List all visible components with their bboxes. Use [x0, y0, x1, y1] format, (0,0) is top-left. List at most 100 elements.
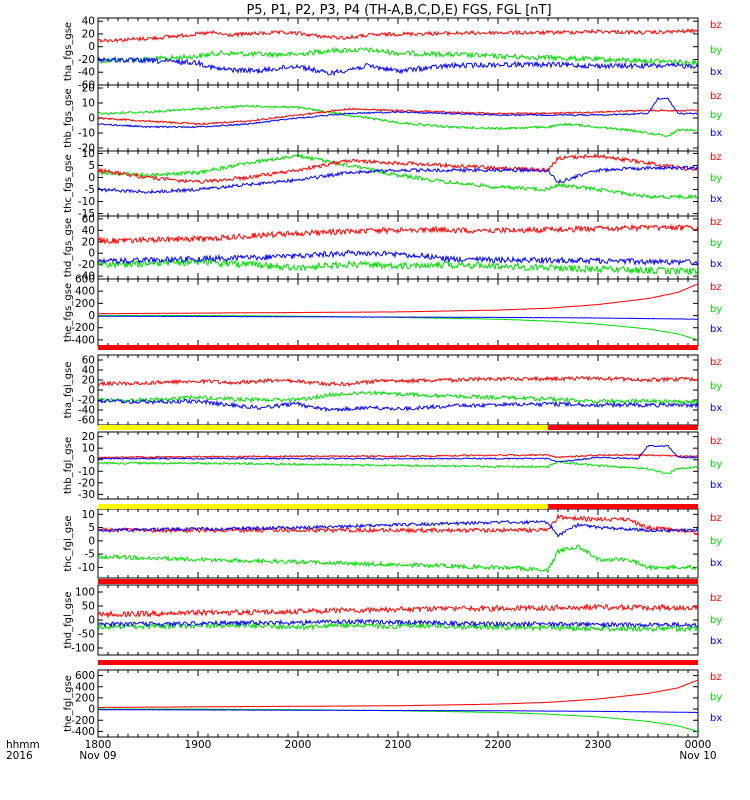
legend-bz: bz [710, 20, 722, 31]
series-line-bx [98, 398, 698, 413]
legend-bz: bz [710, 91, 722, 102]
y-axis-label: tha_fgl_gse [63, 362, 74, 419]
series-line-bx [98, 709, 698, 713]
legend-by: by [710, 173, 722, 184]
y-tick-label: -5 [85, 184, 95, 196]
series-line-bz [98, 375, 698, 387]
series-line-by [98, 708, 698, 732]
legend-bx: bx [710, 480, 722, 491]
y-tick-label: 60 [82, 213, 95, 225]
x-tick-label: 2300 [585, 739, 612, 751]
y-tick-label: -20 [78, 395, 95, 407]
y-tick-label: 20 [82, 375, 95, 387]
y-axis-label: tha_fgs_gse [63, 22, 74, 81]
legend-bz: bz [710, 282, 722, 293]
y-axis-label: the_fgs_gse [63, 283, 74, 342]
y-tick-label: -60 [78, 415, 95, 427]
legend-bx: bx [710, 324, 722, 335]
series-line-by [98, 153, 698, 200]
y-tick-label: -10 [78, 562, 95, 574]
legend-by: by [710, 692, 722, 703]
legend-bx: bx [710, 67, 722, 78]
y-axis-label: thb_fgs_gse [63, 88, 74, 147]
series-line-bz [98, 223, 698, 246]
panel-frame [97, 584, 699, 656]
y-tick-label: -200 [71, 322, 95, 334]
series-line-bz [98, 513, 698, 536]
y-tick-label: -200 [71, 715, 95, 727]
y-tick-label: -5 [85, 549, 95, 561]
series-line-bz [98, 152, 698, 184]
y-tick-label: 20 [82, 83, 95, 95]
series-line-bz [98, 603, 698, 619]
legend-bz: bz [710, 217, 722, 228]
y-tick-label: 200 [75, 298, 95, 310]
series-line-bz [98, 679, 698, 709]
x-tick-label: 0000 [685, 739, 712, 751]
series-line-bx [98, 618, 698, 629]
y-tick-label: 5 [88, 160, 95, 172]
y-tick-label: 600 [75, 274, 95, 286]
legend-bz: bz [710, 152, 722, 163]
x-tick-label: 2000 [285, 739, 312, 751]
series-line-by [98, 460, 698, 475]
y-tick-label: 50 [82, 601, 95, 613]
y-tick-label: 400 [75, 681, 95, 693]
y-tick-label: -400 [71, 334, 95, 346]
y-tick-label: -40 [78, 67, 95, 79]
y-tick-label: 20 [82, 431, 95, 443]
y-tick-label: 0 [88, 172, 95, 184]
x-tick-label: 2100 [385, 739, 412, 751]
series-line-bx [98, 249, 698, 267]
legend-bx: bx [710, 403, 722, 414]
legend-by: by [710, 238, 722, 249]
x-tick-date-label: Nov 09 [79, 750, 116, 762]
y-tick-label: 0 [88, 454, 95, 466]
y-tick-label: 100 [75, 587, 95, 599]
y-tick-label: 10 [82, 509, 95, 521]
series-line-by [98, 544, 698, 574]
status-bar-segment [98, 425, 548, 430]
series-line-by [98, 257, 698, 276]
y-tick-label: -20 [78, 477, 95, 489]
legend-bx: bx [710, 713, 722, 724]
series-line-bx [98, 519, 698, 538]
status-bar-segment [98, 579, 698, 584]
legend-by: by [710, 459, 722, 470]
y-tick-label: 0 [88, 310, 95, 322]
y-tick-label: 0 [88, 615, 95, 627]
y-axis-label: thd_fgs_gse [63, 218, 74, 277]
series-line-by [98, 621, 698, 634]
series-line-bz [98, 453, 698, 459]
status-bar-segment [548, 425, 698, 430]
series-line-bx [98, 55, 698, 77]
series-line-bx [98, 444, 698, 463]
status-bars [98, 345, 698, 665]
legend-bz: bz [710, 593, 722, 604]
y-tick-label: 60 [82, 355, 95, 367]
y-tick-label: -10 [78, 128, 95, 140]
legend-bx: bx [710, 558, 722, 569]
series-line-bz [98, 283, 698, 315]
legend-bx: bx [710, 259, 722, 270]
y-tick-label: -10 [78, 196, 95, 208]
status-bar-segment [98, 660, 698, 665]
panel-frame [97, 17, 699, 86]
y-tick-label: -50 [78, 629, 95, 641]
series-line-bx [98, 96, 698, 129]
panel-frame [97, 278, 699, 347]
legend-bx: bx [710, 636, 722, 647]
y-tick-label: 0 [88, 113, 95, 125]
x-tick-label: 1800 [85, 739, 112, 751]
legend-by: by [710, 304, 722, 315]
y-tick-label: 10 [82, 98, 95, 110]
y-tick-label: -400 [71, 726, 95, 738]
legend-by: by [710, 381, 722, 392]
series-line-bz [98, 27, 698, 43]
y-tick-label: 0 [88, 41, 95, 53]
